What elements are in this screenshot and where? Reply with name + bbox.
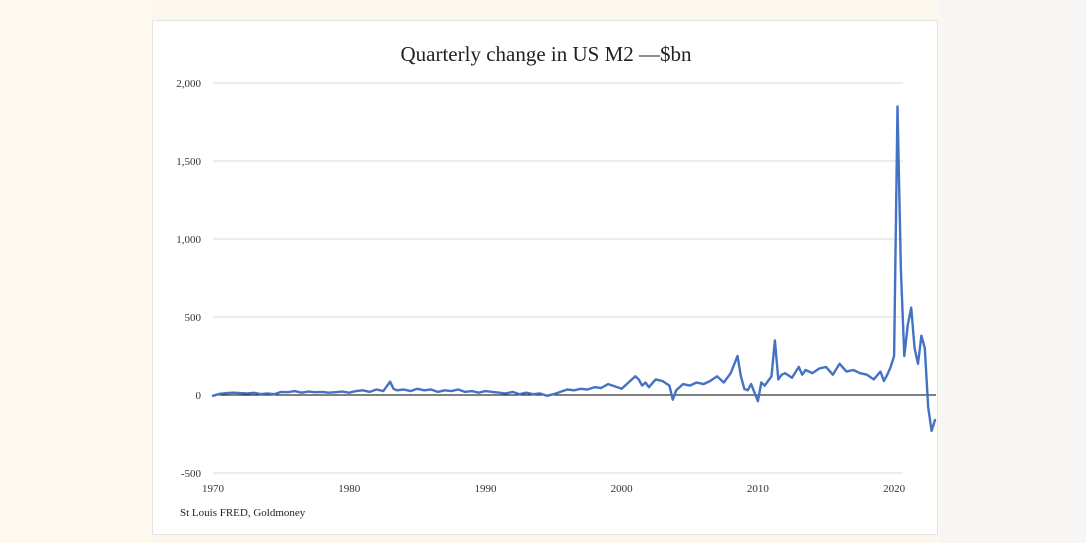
- x-tick-label: 1990: [474, 483, 497, 495]
- x-tick-label: 1970: [202, 483, 225, 495]
- x-tick-label: 1980: [338, 483, 361, 495]
- x-tick-label: 2020: [883, 483, 906, 495]
- series-group: [211, 105, 937, 433]
- y-tick-label: 1,500: [176, 156, 201, 168]
- series-line-m2-change: [211, 105, 937, 433]
- x-axis-ticks: 1970 1980 1990 2000 2010 2020: [202, 483, 906, 495]
- y-tick-label: 0: [196, 390, 202, 402]
- chart-source: St Louis FRED, Goldmoney: [180, 507, 306, 519]
- line-chart: Quarterly change in US M2 —$bn 2,000 1,50…: [176, 42, 937, 519]
- y-tick-label: 1,000: [176, 234, 201, 246]
- y-tick-label: 500: [185, 312, 202, 324]
- chart-card: Quarterly change in US M2 —$bn 2,000 1,50…: [152, 20, 938, 535]
- page-margin-right: [940, 0, 1086, 543]
- page-margin-left: [0, 0, 152, 543]
- x-tick-label: 2000: [611, 483, 634, 495]
- y-tick-label: -500: [181, 468, 202, 480]
- y-tick-label: 2,000: [176, 78, 201, 90]
- gridlines: [213, 82, 903, 474]
- chart-title: Quarterly change in US M2 —$bn: [400, 42, 692, 66]
- y-axis-ticks: 2,000 1,500 1,000 500 0 -500: [176, 78, 201, 480]
- x-tick-label: 2010: [747, 483, 770, 495]
